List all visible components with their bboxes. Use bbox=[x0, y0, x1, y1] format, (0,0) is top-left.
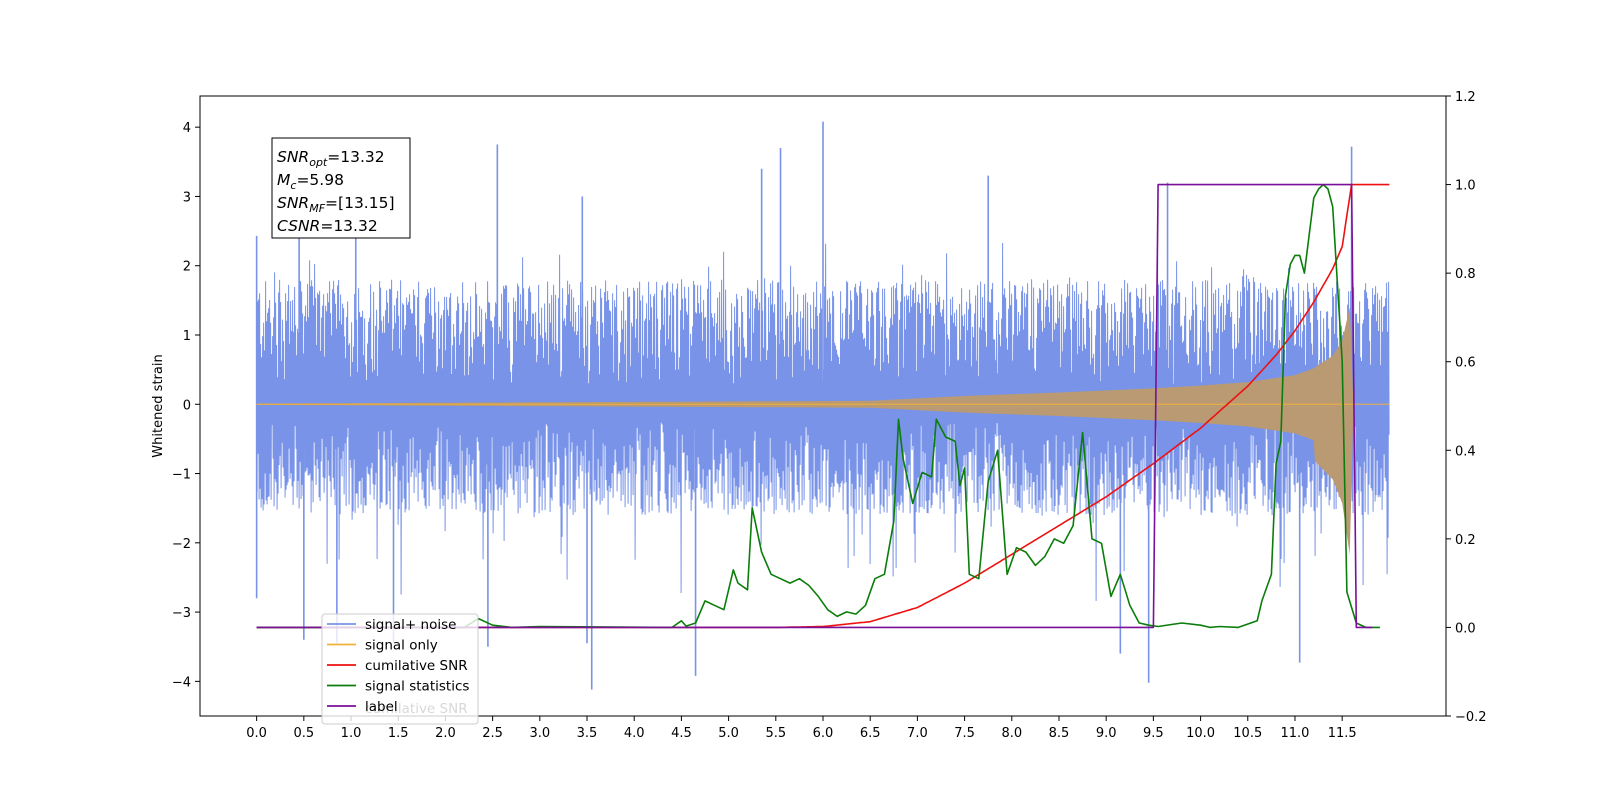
x-axis: 0.0 0.5 1.0 1.5 2.0 2.5 3.0 3.5 4.0 4.5 5.0 5.5 6.0 6… bbox=[246, 716, 1357, 741]
info-mc: Mc=5.98 bbox=[277, 171, 344, 192]
legend-entry-label: signal only bbox=[365, 638, 438, 654]
x-tick-label: 8.0 bbox=[1001, 726, 1022, 741]
y-right-tick-label: 0.2 bbox=[1455, 533, 1476, 548]
legend-entry-label: label bbox=[365, 699, 398, 715]
x-tick-label: 2.0 bbox=[435, 726, 456, 741]
x-tick-label: 10.5 bbox=[1233, 726, 1262, 741]
x-tick-label: 1.5 bbox=[388, 726, 409, 741]
x-tick-label: 11.0 bbox=[1280, 726, 1309, 741]
x-tick-label: 9.0 bbox=[1096, 726, 1117, 741]
x-tick-label: 4.5 bbox=[671, 726, 692, 741]
series-layer bbox=[255, 121, 1390, 690]
info-snr-mf: SNRMF=[13.15] bbox=[277, 194, 395, 215]
y-right-tick-label: 0.0 bbox=[1455, 621, 1476, 636]
series-label-line bbox=[256, 183, 1373, 629]
x-tick-label: 4.0 bbox=[624, 726, 645, 741]
y-right-tick-label: 0.8 bbox=[1455, 267, 1476, 282]
y-left-tick-label: −2 bbox=[172, 537, 191, 552]
info-box-frame bbox=[271, 137, 411, 239]
y-left-tick-label: 0 bbox=[183, 398, 191, 413]
y-axis-left-title: Whitened strain bbox=[151, 354, 166, 457]
y-axis-left: 4 3 2 1 0 −1 −2 −3 −4 bbox=[172, 121, 200, 690]
x-tick-label: 6.5 bbox=[860, 726, 881, 741]
y-right-tick-label: 1.0 bbox=[1455, 179, 1476, 194]
y-left-tick-label: 2 bbox=[183, 260, 191, 275]
legend-ghost-text: cumilative SNR bbox=[365, 701, 468, 717]
legend: cumilative SNR signal+ noise signal only c… bbox=[321, 613, 479, 725]
y-left-tick-label: 1 bbox=[183, 329, 191, 344]
x-tick-label: 11.5 bbox=[1328, 726, 1357, 741]
y-right-tick-label: −0.2 bbox=[1455, 710, 1487, 725]
legend-entry-label: cumilative SNR bbox=[365, 658, 468, 674]
info-csnr: CSNR=13.32 bbox=[277, 217, 378, 235]
x-tick-label: 8.5 bbox=[1049, 726, 1070, 741]
y-left-tick-label: −3 bbox=[172, 606, 191, 621]
x-tick-label: 1.0 bbox=[341, 726, 362, 741]
y-right-tick-label: 0.6 bbox=[1455, 356, 1476, 371]
x-tick-label: 7.5 bbox=[954, 726, 975, 741]
x-tick-label: 9.5 bbox=[1143, 726, 1164, 741]
y-left-tick-label: −4 bbox=[172, 675, 191, 690]
x-tick-label: 5.5 bbox=[765, 726, 786, 741]
x-tick-label: 0.0 bbox=[246, 726, 267, 741]
x-tick-label: 3.5 bbox=[577, 726, 598, 741]
y-axis-right: 1.2 1.0 0.8 0.6 0.4 0.2 0.0 −0.2 bbox=[1446, 90, 1487, 725]
x-tick-label: 7.0 bbox=[907, 726, 928, 741]
series-signal-statistics-line bbox=[256, 183, 1380, 629]
x-tick-label: 5.0 bbox=[718, 726, 739, 741]
x-tick-label: 3.0 bbox=[529, 726, 550, 741]
x-tick-label: 0.5 bbox=[293, 726, 314, 741]
legend-entry-label: signal+ noise bbox=[365, 617, 456, 633]
y-right-tick-label: 1.2 bbox=[1455, 90, 1476, 105]
x-tick-label: 10.0 bbox=[1186, 726, 1215, 741]
y-left-tick-label: 3 bbox=[183, 190, 191, 205]
y-left-tick-label: 4 bbox=[183, 121, 191, 136]
x-tick-label: 6.0 bbox=[813, 726, 834, 741]
legend-entry-label: signal statistics bbox=[365, 679, 469, 695]
legend-frame bbox=[321, 613, 479, 725]
info-snr-opt: SNRopt=13.32 bbox=[277, 148, 385, 169]
x-tick-label: 2.5 bbox=[482, 726, 503, 741]
info-box: SNRopt=13.32 Mc=5.98 SNRMF=[13.15] CSNR=… bbox=[271, 137, 411, 239]
y-right-tick-label: 0.4 bbox=[1455, 444, 1476, 459]
y-left-tick-label: −1 bbox=[172, 468, 191, 483]
